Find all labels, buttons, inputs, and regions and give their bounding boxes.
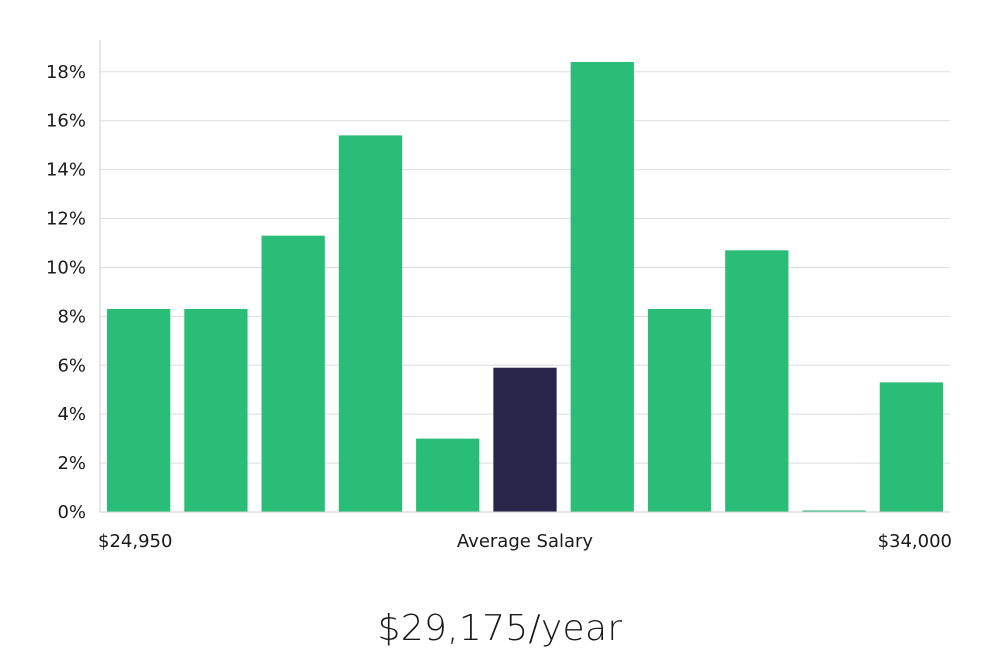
bar [184,309,248,512]
bar-highlight [493,367,557,512]
bar [107,309,171,512]
axis-layer [99,40,950,513]
x-label-max: $34,000 [878,531,952,552]
bar [416,438,480,512]
y-tick-label: 4% [57,404,86,425]
y-tick-label: 16% [46,111,86,132]
y-tick-label: 8% [57,306,86,327]
bar [802,510,866,512]
bar [725,250,789,513]
y-tick-label: 12% [46,209,86,230]
x-label-center: Average Salary [457,531,594,552]
y-tick-label: 0% [57,502,86,523]
y-tick-label: 2% [57,453,86,474]
bar [647,309,712,512]
y-tick-label: 14% [46,160,86,181]
y-tick-label: 6% [57,355,86,376]
bar [338,135,403,512]
bar [570,62,634,512]
y-tick-label: 10% [46,257,86,278]
bars-layer [107,62,943,513]
y-tick-labels: 0% 2% 4% 6% 8% 10% 12% 14% 16% 18% [46,62,86,523]
bar [879,382,943,512]
y-tick-label: 18% [46,62,86,83]
x-label-min: $24,950 [98,531,172,552]
bar [261,235,325,512]
x-labels: $24,950 Average Salary $34,000 [98,531,952,552]
average-salary-value: $29,175/year [377,608,623,649]
chart-canvas: 0% 2% 4% 6% 8% 10% 12% 14% 16% 18% $24,950 Averag… [46,40,952,552]
